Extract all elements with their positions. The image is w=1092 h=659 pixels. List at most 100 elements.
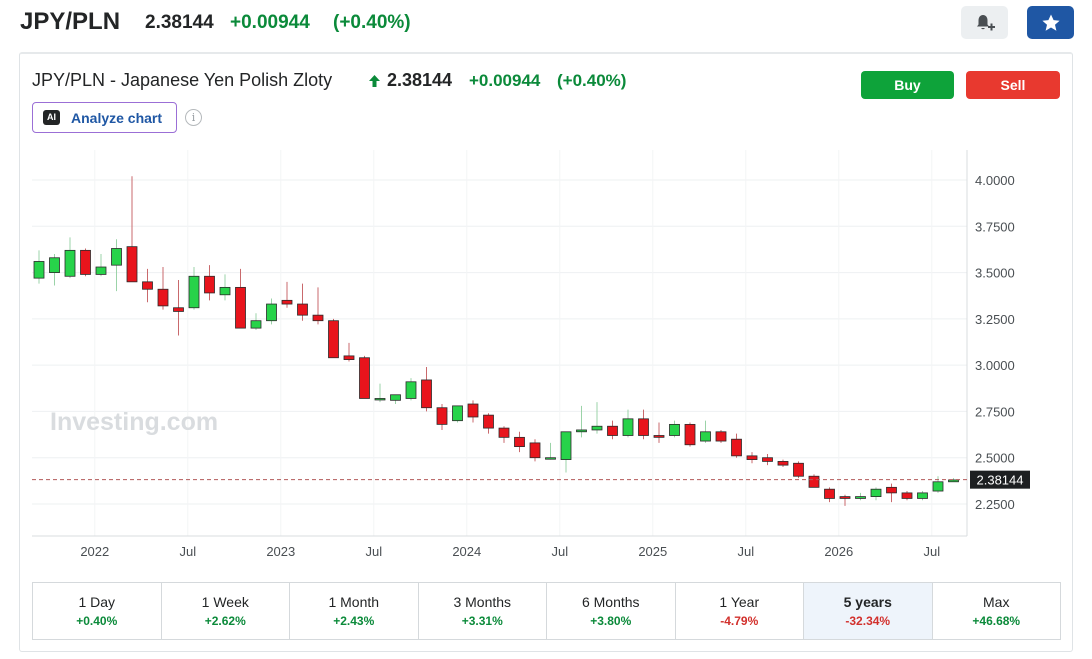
candle bbox=[653, 435, 665, 438]
candle bbox=[421, 379, 432, 409]
candle bbox=[855, 496, 866, 499]
tf-label: 6 Months bbox=[581, 594, 640, 610]
tf-3-months[interactable]: 3 Months +3.31% bbox=[419, 583, 547, 639]
candle bbox=[142, 281, 153, 290]
candle bbox=[545, 457, 556, 460]
watchlist-button[interactable] bbox=[1027, 6, 1074, 39]
timeframe-selector: 1 Day +0.40% 1 Week +2.62% 1 Month +2.43% 3… bbox=[32, 582, 1061, 640]
candle bbox=[762, 457, 773, 462]
tf-change: +3.31% bbox=[461, 614, 503, 628]
candle bbox=[173, 307, 184, 312]
candles-layer bbox=[33, 176, 959, 506]
tf-1-day[interactable]: 1 Day +0.40% bbox=[33, 583, 162, 639]
candle bbox=[436, 407, 448, 425]
tf-1-month[interactable]: 1 Month +2.43% bbox=[290, 583, 419, 639]
sell-button[interactable]: Sell bbox=[966, 71, 1060, 99]
candle bbox=[808, 475, 820, 488]
y-tick-label: 2.2500 bbox=[975, 497, 1015, 512]
tf-label: 1 Month bbox=[328, 594, 380, 610]
tf-1-year[interactable]: 1 Year -4.79% bbox=[676, 583, 804, 639]
candle bbox=[157, 288, 169, 307]
candle bbox=[312, 314, 324, 322]
candle bbox=[250, 320, 262, 329]
x-tick-label: 2026 bbox=[824, 544, 853, 559]
ai-icon: AI bbox=[43, 110, 60, 125]
candle bbox=[343, 355, 355, 360]
candle bbox=[95, 266, 107, 275]
candle bbox=[622, 418, 634, 436]
y-tick-label: 3.2500 bbox=[975, 312, 1015, 327]
candle bbox=[793, 462, 804, 477]
top-bar: JPY/PLN 2.38144 +0.00944 (+0.40%) bbox=[0, 0, 1092, 46]
x-tick-label: 2024 bbox=[452, 544, 481, 559]
x-axis: 2022 Jul 2023 Jul 2024 Jul 2025 Jul 2026 Jul bbox=[80, 544, 940, 559]
bell-plus-icon bbox=[977, 15, 995, 31]
tf-max[interactable]: Max +46.68% bbox=[933, 583, 1061, 639]
buy-button[interactable]: Buy bbox=[861, 71, 954, 99]
tf-label: 1 Week bbox=[201, 594, 249, 610]
last-price: 2.38144 bbox=[145, 12, 214, 33]
candle bbox=[390, 394, 401, 401]
candle bbox=[328, 320, 339, 359]
x-tick-label: 2023 bbox=[266, 544, 295, 559]
candle bbox=[281, 299, 293, 305]
chart-grid bbox=[32, 150, 968, 537]
analyze-chart-button[interactable]: AI Analyze chart bbox=[32, 102, 177, 133]
info-icon[interactable]: i bbox=[185, 109, 202, 126]
y-tick-label: 2.5000 bbox=[975, 451, 1015, 466]
candle bbox=[870, 488, 882, 497]
candle bbox=[948, 479, 959, 483]
candle bbox=[219, 286, 231, 296]
candle bbox=[607, 425, 618, 436]
tf-change: +2.43% bbox=[333, 614, 375, 628]
price-chart[interactable]: Investing.com 4.0000 3.7500 3.5000 3.2500 3.… bbox=[32, 150, 1032, 570]
x-tick-label: Jul bbox=[923, 544, 940, 559]
candle bbox=[746, 455, 758, 460]
tf-label: 1 Year bbox=[719, 594, 760, 610]
candle bbox=[49, 257, 60, 273]
tf-change: -32.34% bbox=[845, 614, 891, 628]
current-price-marker: 2.38144 bbox=[32, 470, 1030, 489]
tf-change: +46.68% bbox=[972, 614, 1021, 628]
x-tick-label: 2022 bbox=[80, 544, 109, 559]
price-change: +0.00944 bbox=[230, 12, 310, 33]
tf-1-week[interactable]: 1 Week +2.62% bbox=[162, 583, 290, 639]
arrow-up-icon bbox=[369, 75, 380, 87]
instrument-name: JPY/PLN - Japanese Yen Polish Zloty bbox=[32, 70, 333, 90]
x-tick-label: Jul bbox=[365, 544, 382, 559]
candle bbox=[33, 261, 45, 279]
candle bbox=[560, 431, 572, 460]
candle bbox=[638, 418, 649, 436]
x-tick-label: Jul bbox=[551, 544, 568, 559]
tf-label: 3 Months bbox=[453, 594, 512, 610]
y-tick-label: 3.5000 bbox=[975, 266, 1015, 281]
candle bbox=[917, 492, 928, 499]
candle bbox=[204, 275, 215, 294]
candle bbox=[80, 249, 91, 275]
x-tick-label: Jul bbox=[737, 544, 754, 559]
candle bbox=[111, 248, 122, 266]
candle bbox=[576, 429, 587, 433]
candle bbox=[514, 436, 525, 448]
tf-label: 5 years bbox=[843, 594, 892, 610]
tf-change: -4.79% bbox=[720, 614, 759, 628]
y-tick-label: 3.7500 bbox=[975, 219, 1015, 234]
candle bbox=[700, 431, 711, 442]
candle bbox=[483, 414, 494, 429]
create-alert-button[interactable] bbox=[961, 6, 1008, 39]
candle bbox=[374, 398, 386, 401]
candle bbox=[824, 488, 835, 499]
y-tick-label: 3.0000 bbox=[975, 358, 1015, 373]
candle bbox=[452, 405, 463, 422]
y-axis: 4.0000 3.7500 3.5000 3.2500 3.0000 2.7500 2.50… bbox=[975, 173, 1015, 512]
price-change-percent: (+0.40%) bbox=[333, 12, 411, 33]
candle bbox=[126, 246, 138, 283]
star-icon bbox=[1042, 14, 1060, 31]
candle bbox=[64, 249, 76, 277]
candle bbox=[901, 492, 913, 499]
candle bbox=[777, 461, 789, 466]
candle bbox=[498, 427, 510, 438]
tf-6-months[interactable]: 6 Months +3.80% bbox=[547, 583, 676, 639]
tf-5-years[interactable]: 5 years -32.34% bbox=[804, 583, 933, 639]
y-tick-label: 4.0000 bbox=[975, 173, 1015, 188]
